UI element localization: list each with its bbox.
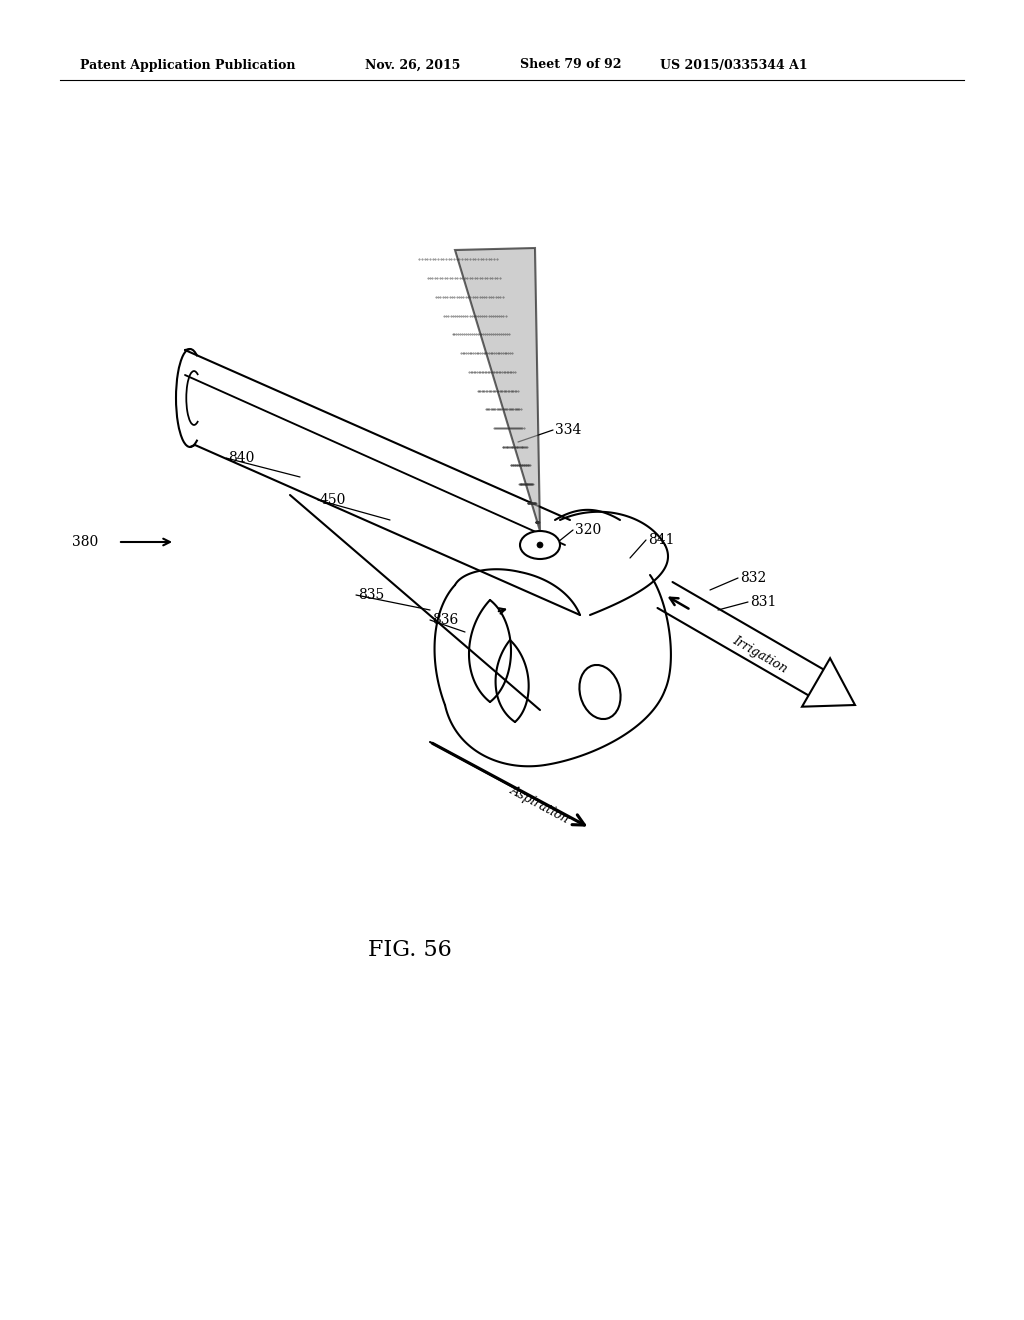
Text: 841: 841 — [648, 533, 675, 546]
Text: 832: 832 — [740, 572, 766, 585]
Text: 380: 380 — [72, 535, 98, 549]
Text: 320: 320 — [575, 523, 601, 537]
Text: Irrigation: Irrigation — [730, 634, 790, 676]
Text: Sheet 79 of 92: Sheet 79 of 92 — [520, 58, 622, 71]
Polygon shape — [455, 248, 540, 531]
Text: Aspiration: Aspiration — [508, 784, 571, 826]
Text: Nov. 26, 2015: Nov. 26, 2015 — [365, 58, 461, 71]
Text: 450: 450 — [319, 492, 346, 507]
FancyArrowPatch shape — [432, 743, 585, 825]
Text: FIG. 56: FIG. 56 — [368, 939, 452, 961]
Text: Patent Application Publication: Patent Application Publication — [80, 58, 296, 71]
Polygon shape — [802, 659, 855, 706]
Text: 835: 835 — [358, 587, 384, 602]
Ellipse shape — [520, 531, 560, 558]
Text: 840: 840 — [228, 451, 254, 465]
Text: US 2015/0335344 A1: US 2015/0335344 A1 — [660, 58, 808, 71]
Text: 831: 831 — [750, 595, 776, 609]
Circle shape — [537, 543, 543, 548]
Text: 334: 334 — [555, 422, 582, 437]
Text: 836: 836 — [432, 612, 459, 627]
